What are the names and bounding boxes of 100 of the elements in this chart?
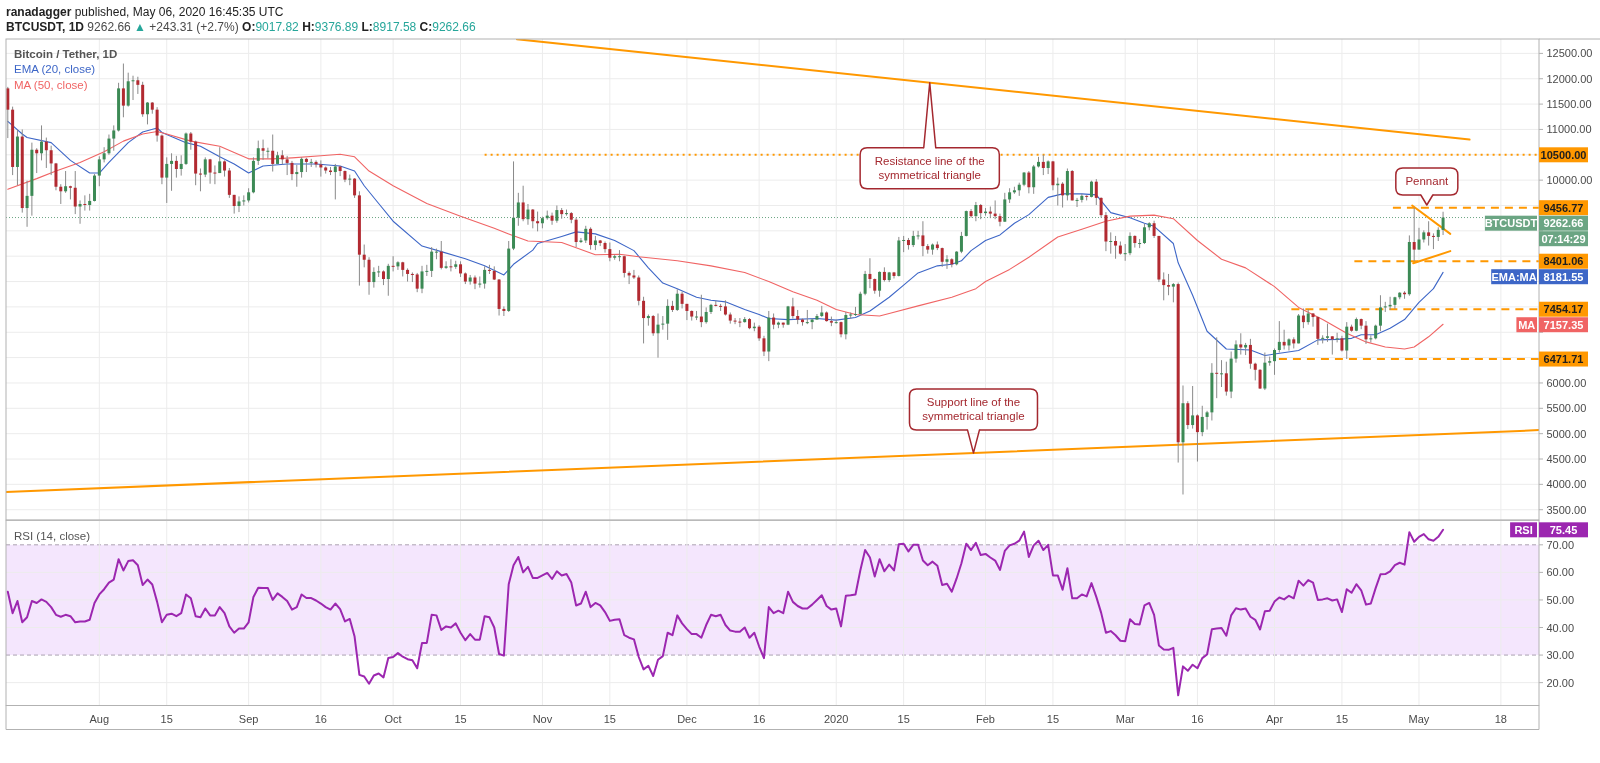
candlestick xyxy=(1099,196,1103,219)
candlestick xyxy=(213,164,217,185)
data-label: 7454.17 xyxy=(1543,303,1584,316)
candlestick xyxy=(396,260,400,271)
candlestick xyxy=(333,163,337,200)
candlestick xyxy=(974,201,978,222)
candlestick xyxy=(444,260,448,270)
candlestick xyxy=(97,155,101,187)
y-tick-label: 60.00 xyxy=(1546,566,1575,579)
candlestick xyxy=(550,212,554,226)
candlestick xyxy=(295,164,299,188)
candlestick xyxy=(473,274,477,290)
candlestick xyxy=(1195,413,1199,463)
candlestick xyxy=(73,170,77,215)
candlestick xyxy=(208,158,212,185)
candlestick xyxy=(430,246,434,278)
candlestick xyxy=(685,303,689,321)
text: Bitcoin / Tether, 1D xyxy=(14,47,118,60)
candlestick xyxy=(1234,339,1238,364)
candlestick xyxy=(64,170,68,194)
candlestick xyxy=(1277,320,1281,354)
data-label: 9456.77 xyxy=(1543,201,1584,214)
candlestick xyxy=(367,256,371,296)
candlestick xyxy=(1046,159,1050,175)
candlestick xyxy=(661,315,665,331)
candlestick xyxy=(921,220,925,257)
y-tick-label: 30.00 xyxy=(1546,649,1575,662)
candlestick xyxy=(502,305,506,317)
candlestick xyxy=(25,180,29,228)
candlestick xyxy=(1128,231,1132,256)
candlestick xyxy=(372,266,376,289)
candlestick xyxy=(40,124,44,161)
candlestick xyxy=(203,156,207,178)
x-tick-label: 15 xyxy=(897,713,910,725)
candlestick xyxy=(478,275,482,289)
candlestick xyxy=(1335,332,1339,343)
candlestick xyxy=(959,231,963,254)
candlestick xyxy=(256,140,260,166)
y-tick-label: 11500.00 xyxy=(1546,98,1592,111)
candlestick xyxy=(285,155,289,176)
candlestick xyxy=(1383,301,1387,313)
candlestick xyxy=(353,177,357,199)
x-tick-label: 15 xyxy=(160,713,173,725)
candlestick xyxy=(237,195,241,213)
candlestick xyxy=(300,156,304,179)
annotation: Support line of the symmetrical triangle xyxy=(922,396,1025,423)
x-tick-label: 15 xyxy=(1046,713,1060,725)
candlestick xyxy=(733,317,737,325)
ref-line-label: 9262.66 xyxy=(1543,217,1584,230)
x-tick-label: Sep xyxy=(238,713,259,725)
candlestick xyxy=(1239,332,1243,356)
candlestick xyxy=(1417,227,1421,251)
candlestick xyxy=(791,297,795,320)
candlestick xyxy=(1412,207,1416,262)
candlestick xyxy=(1142,223,1146,245)
candlestick xyxy=(271,134,275,173)
candlestick xyxy=(849,311,853,320)
candlestick xyxy=(377,265,381,278)
candlestick xyxy=(762,335,766,357)
candlestick xyxy=(391,255,395,272)
candlestick xyxy=(78,199,82,225)
candlestick xyxy=(1041,154,1045,176)
text: RSI (14, close) xyxy=(14,529,91,542)
candlestick xyxy=(266,147,270,159)
x-tick-label: Apr xyxy=(1265,713,1284,725)
candlestick xyxy=(637,274,641,306)
candlestick xyxy=(1167,273,1171,296)
y-tick-label: 20.00 xyxy=(1546,676,1575,689)
x-tick-label: 15 xyxy=(603,713,616,725)
candlestick xyxy=(107,134,111,156)
candlestick xyxy=(1364,320,1368,345)
candlestick xyxy=(242,194,246,206)
candlestick xyxy=(121,63,125,118)
x-tick-label: 16 xyxy=(753,713,766,725)
candlestick xyxy=(179,154,183,177)
candlestick xyxy=(102,146,106,163)
data-label: 8401.06 xyxy=(1543,255,1584,268)
candlestick xyxy=(805,309,809,325)
candlestick xyxy=(675,288,679,312)
candlestick xyxy=(290,160,294,181)
x-tick-label: 16 xyxy=(1191,713,1204,725)
y-tick-label: 5000.00 xyxy=(1546,427,1587,440)
x-tick-label: 18 xyxy=(1494,713,1507,725)
candlestick xyxy=(844,311,848,340)
candlestick xyxy=(878,270,882,298)
candlestick xyxy=(218,146,222,174)
candlestick xyxy=(916,230,920,240)
candlestick xyxy=(261,139,265,161)
candlestick xyxy=(131,75,135,101)
annotation: Pennant xyxy=(1405,175,1450,188)
candlestick xyxy=(1345,321,1349,360)
annotation: Resistance line of the symmetrical triangle xyxy=(874,155,985,182)
x-tick-label: Aug xyxy=(89,713,110,725)
line-series xyxy=(6,528,1445,697)
annotation: RSI xyxy=(1514,523,1533,536)
candlestick xyxy=(536,211,540,232)
x-tick-label: 15 xyxy=(454,713,467,725)
candlestick xyxy=(1441,211,1445,236)
candlestick xyxy=(49,145,53,176)
candlestick xyxy=(165,156,169,204)
